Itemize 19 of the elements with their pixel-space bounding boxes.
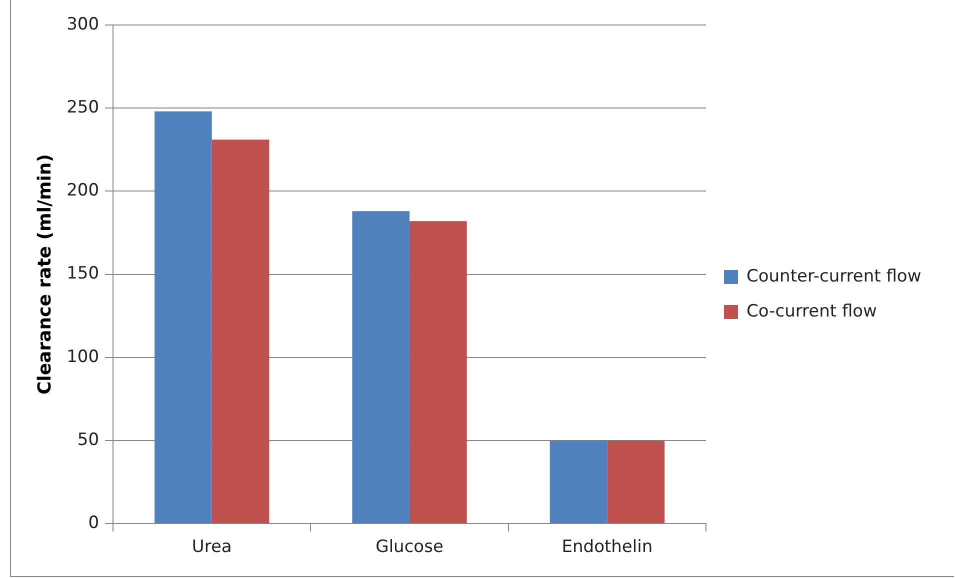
y-tick-label: 250 [66,98,100,118]
bar [154,111,212,524]
y-axis-title: Clearance rate (ml/min) [34,154,56,395]
bar [550,440,608,524]
y-tick-label: 0 [88,513,100,534]
legend-label: Co-current flow [746,301,878,322]
bar [607,440,664,524]
y-tick-label: 200 [66,180,100,201]
y-tick-label: 150 [66,264,100,284]
x-tick-label: Glucose [376,537,444,558]
bar [410,221,467,524]
bar [212,140,270,524]
x-tick-label: Urea [192,537,232,558]
y-tick-label: 300 [66,14,100,34]
y-tick-label: 100 [66,346,100,367]
legend-label: Counter-current flow [746,266,922,286]
y-tick-label: 50 [77,430,100,450]
x-tick-label: Endothelin [562,537,653,558]
bar [352,211,410,524]
